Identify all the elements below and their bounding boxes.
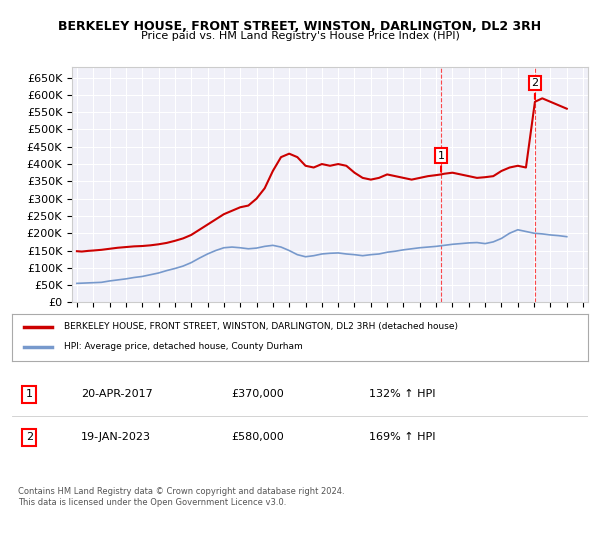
Text: 132% ↑ HPI: 132% ↑ HPI (369, 389, 436, 399)
Text: 19-JAN-2023: 19-JAN-2023 (81, 432, 151, 442)
Text: BERKELEY HOUSE, FRONT STREET, WINSTON, DARLINGTON, DL2 3RH: BERKELEY HOUSE, FRONT STREET, WINSTON, D… (58, 20, 542, 32)
Text: 2: 2 (26, 432, 33, 442)
Text: 1: 1 (26, 389, 33, 399)
Text: 1: 1 (437, 151, 445, 172)
Text: 20-APR-2017: 20-APR-2017 (81, 389, 153, 399)
Text: £580,000: £580,000 (231, 432, 284, 442)
Text: BERKELEY HOUSE, FRONT STREET, WINSTON, DARLINGTON, DL2 3RH (detached house): BERKELEY HOUSE, FRONT STREET, WINSTON, D… (64, 323, 458, 332)
Text: £370,000: £370,000 (231, 389, 284, 399)
Text: Price paid vs. HM Land Registry's House Price Index (HPI): Price paid vs. HM Land Registry's House … (140, 31, 460, 41)
Text: HPI: Average price, detached house, County Durham: HPI: Average price, detached house, Coun… (64, 342, 302, 352)
Text: 2: 2 (532, 78, 538, 99)
Text: 169% ↑ HPI: 169% ↑ HPI (369, 432, 436, 442)
Text: Contains HM Land Registry data © Crown copyright and database right 2024.
This d: Contains HM Land Registry data © Crown c… (18, 487, 344, 507)
